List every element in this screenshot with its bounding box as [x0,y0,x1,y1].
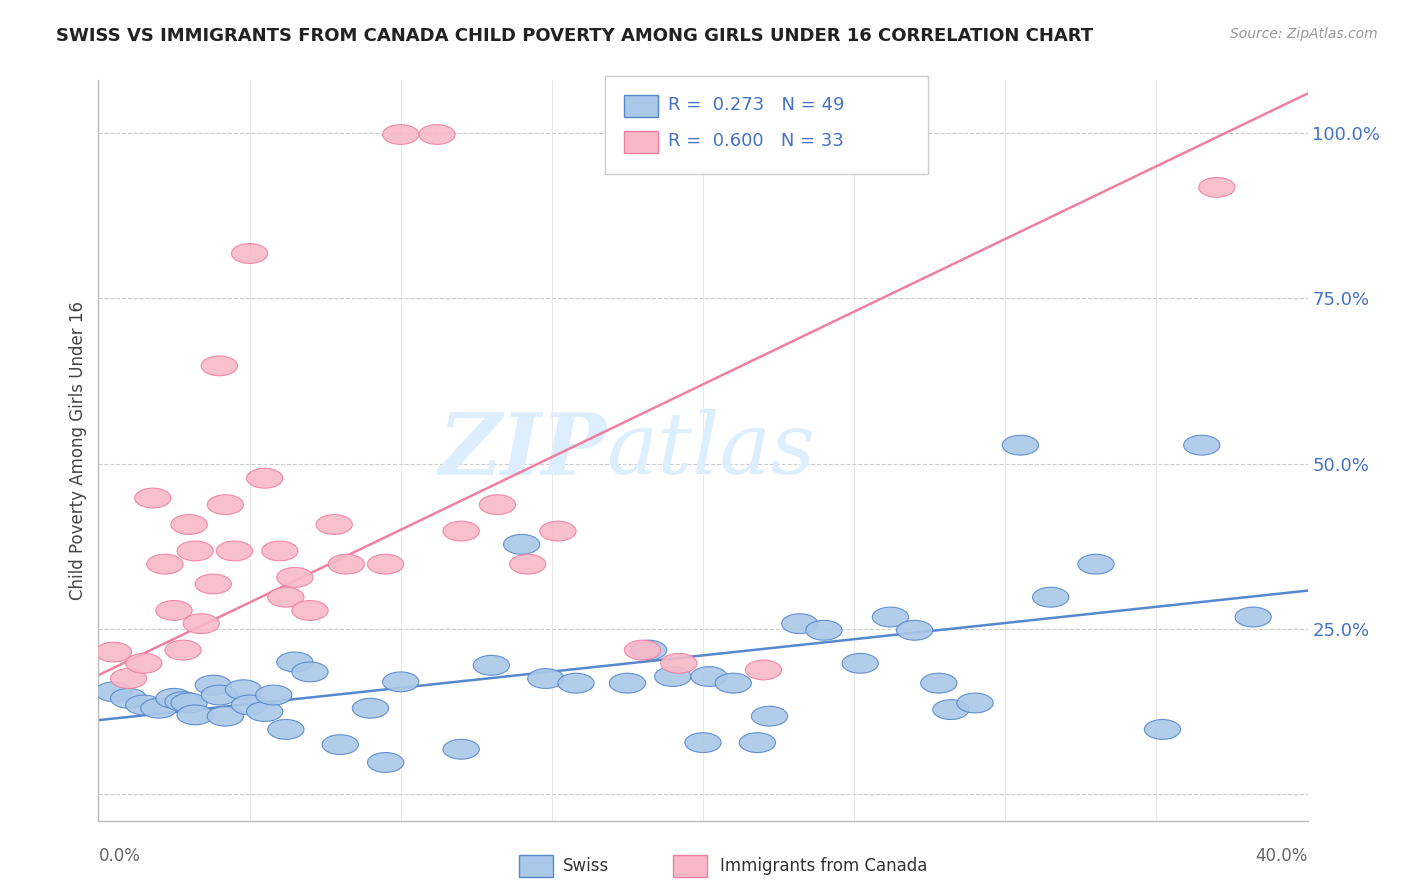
Text: R =  0.600   N = 33: R = 0.600 N = 33 [668,132,844,150]
Ellipse shape [207,495,243,515]
Ellipse shape [897,620,932,640]
Ellipse shape [125,695,162,714]
Ellipse shape [165,640,201,660]
Ellipse shape [353,698,388,718]
Ellipse shape [932,699,969,720]
Ellipse shape [256,685,292,705]
Ellipse shape [141,698,177,718]
Ellipse shape [474,656,509,675]
Ellipse shape [745,660,782,680]
Ellipse shape [195,675,232,695]
Text: 40.0%: 40.0% [1256,847,1308,865]
Ellipse shape [540,521,576,541]
Text: Immigrants from Canada: Immigrants from Canada [720,857,927,875]
Ellipse shape [503,534,540,554]
Ellipse shape [172,515,207,534]
Ellipse shape [367,753,404,772]
Y-axis label: Child Poverty Among Girls Under 16: Child Poverty Among Girls Under 16 [69,301,87,600]
Ellipse shape [740,732,776,753]
Ellipse shape [609,673,645,693]
Ellipse shape [322,735,359,755]
Ellipse shape [292,600,328,620]
Ellipse shape [172,693,207,713]
Ellipse shape [225,680,262,699]
Ellipse shape [246,468,283,488]
Text: atlas: atlas [606,409,815,491]
Ellipse shape [509,554,546,574]
Ellipse shape [1234,607,1271,627]
Ellipse shape [232,244,267,263]
Ellipse shape [661,654,697,673]
Ellipse shape [1032,587,1069,607]
Ellipse shape [177,541,214,561]
Ellipse shape [207,706,243,726]
Ellipse shape [96,642,132,662]
Ellipse shape [716,673,751,693]
Ellipse shape [125,654,162,673]
Ellipse shape [177,705,214,725]
Ellipse shape [558,673,595,693]
Text: 0.0%: 0.0% [98,847,141,865]
Ellipse shape [195,574,232,594]
Ellipse shape [111,669,146,689]
Text: SWISS VS IMMIGRANTS FROM CANADA CHILD POVERTY AMONG GIRLS UNDER 16 CORRELATION C: SWISS VS IMMIGRANTS FROM CANADA CHILD PO… [56,27,1094,45]
Ellipse shape [277,567,314,587]
Ellipse shape [111,689,146,708]
Ellipse shape [479,495,516,515]
Text: R =  0.273   N = 49: R = 0.273 N = 49 [668,96,845,114]
Ellipse shape [217,541,253,561]
Text: Swiss: Swiss [562,857,609,875]
Ellipse shape [262,541,298,561]
Ellipse shape [96,681,132,702]
Ellipse shape [806,620,842,640]
Ellipse shape [292,662,328,681]
Ellipse shape [156,689,193,708]
Ellipse shape [842,654,879,673]
Ellipse shape [156,600,193,620]
Ellipse shape [1144,720,1181,739]
Ellipse shape [527,669,564,689]
Ellipse shape [419,125,456,145]
Ellipse shape [316,515,353,534]
Ellipse shape [1078,554,1114,574]
Ellipse shape [246,702,283,722]
Ellipse shape [685,732,721,753]
Ellipse shape [1184,435,1220,455]
Ellipse shape [328,554,364,574]
Ellipse shape [1002,435,1039,455]
Ellipse shape [201,685,238,705]
Ellipse shape [443,739,479,759]
Ellipse shape [382,125,419,145]
Ellipse shape [782,614,818,633]
Ellipse shape [921,673,957,693]
Ellipse shape [277,652,314,672]
Ellipse shape [872,607,908,627]
Text: ZIP: ZIP [439,409,606,492]
Ellipse shape [267,587,304,607]
Ellipse shape [751,706,787,726]
Ellipse shape [443,521,479,541]
Ellipse shape [957,693,993,713]
Ellipse shape [1199,178,1234,197]
Ellipse shape [624,640,661,660]
Ellipse shape [655,666,690,687]
Ellipse shape [135,488,172,508]
Ellipse shape [382,672,419,691]
Ellipse shape [146,554,183,574]
Ellipse shape [630,640,666,660]
Ellipse shape [367,554,404,574]
Ellipse shape [201,356,238,376]
Text: Source: ZipAtlas.com: Source: ZipAtlas.com [1230,27,1378,41]
Ellipse shape [165,691,201,712]
Ellipse shape [267,720,304,739]
Ellipse shape [183,614,219,633]
Ellipse shape [690,666,727,687]
Ellipse shape [232,695,267,714]
